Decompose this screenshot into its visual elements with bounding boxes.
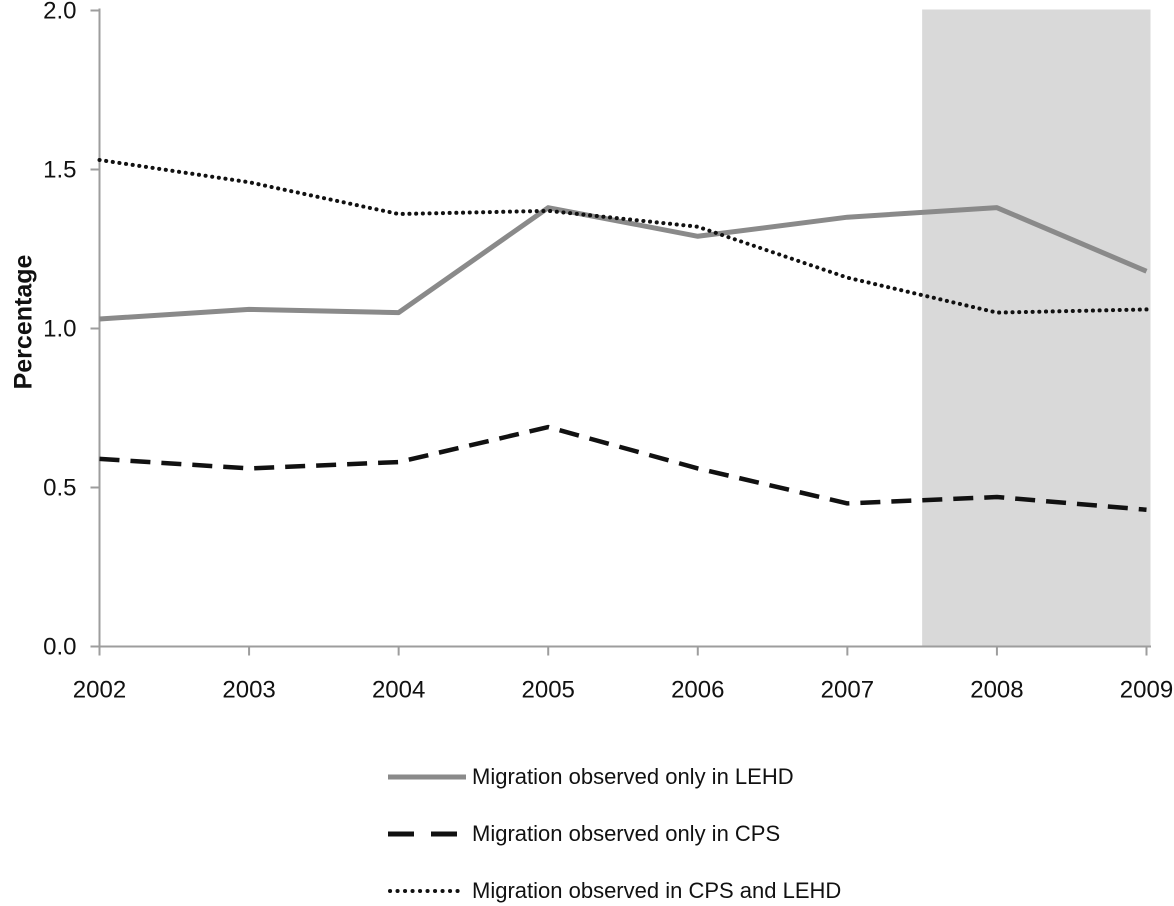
y-tick-label: 0.5 [43,475,76,502]
legend-item-cps-and-lehd: Migration observed in CPS and LEHD [388,878,841,904]
legend-dotted-black-line-icon [388,889,460,893]
legend-dashed-black-line-icon [388,831,466,837]
shaded-region [922,9,1151,647]
x-tick-label: 2009 [1120,677,1173,704]
series-line-dotted-black [97,157,1149,315]
x-tick-label: 2006 [671,677,724,704]
legend-label-cps-and-lehd: Migration observed in CPS and LEHD [472,878,842,903]
y-axis-title: Percentage [9,254,38,390]
series-line-solid-gray [99,205,1148,322]
x-tick-label: 2008 [970,677,1023,704]
legend-label-lehd-only: Migration observed only in LEHD [472,764,794,789]
x-tick-label: 2007 [821,677,874,704]
legend-item-lehd-only: Migration observed only in LEHD [388,764,841,790]
legend-item-cps-only: Migration observed only in CPS [388,821,841,847]
x-tick-label: 2005 [522,677,575,704]
y-tick-label: 0.0 [43,634,76,661]
x-tick-label: 2002 [73,677,126,704]
y-tick-label: 2.0 [43,0,76,25]
y-tick-label: 1.5 [43,157,76,184]
x-tick-label: 2003 [222,677,275,704]
chart-legend: Migration observed only in LEHD Migratio… [388,764,841,906]
x-tick-label: 2004 [372,677,425,704]
legend-solid-gray-line-icon [388,774,466,780]
y-tick-label: 1.0 [43,316,76,343]
legend-label-cps-only: Migration observed only in CPS [472,821,781,846]
series-line-dashed-black [99,424,1147,513]
